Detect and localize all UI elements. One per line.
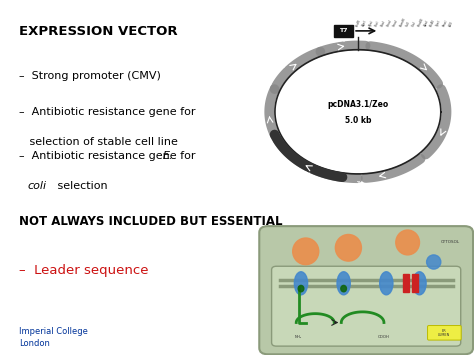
Text: Ampicillin: Ampicillin [278,53,296,71]
Ellipse shape [427,255,441,269]
Text: AgeI: AgeI [362,20,368,27]
Text: NOT ALWAYS INCLUDED BUT ESSENTIAL: NOT ALWAYS INCLUDED BUT ESSENTIAL [19,215,283,228]
Text: SalI: SalI [405,21,411,27]
Text: SV40
pA: SV40 pA [300,167,313,180]
Ellipse shape [341,285,346,292]
Ellipse shape [294,272,308,295]
Text: –  Antibiotic resistance gene for: – Antibiotic resistance gene for [19,106,195,116]
Text: EcoRI: EcoRI [356,18,363,27]
Text: pUC ori: pUC ori [356,180,360,196]
FancyBboxPatch shape [428,326,461,340]
Text: KpnI: KpnI [368,20,374,27]
Text: Imperial College
London: Imperial College London [19,327,88,348]
Text: COOH: COOH [378,335,390,339]
Text: Zeocin: Zeocin [392,173,406,182]
Ellipse shape [335,234,361,261]
Ellipse shape [337,272,350,295]
Text: T7: T7 [339,28,348,33]
Text: pcDNA3.1/Zeo: pcDNA3.1/Zeo [327,100,389,109]
Text: ClaI: ClaI [411,21,417,27]
Text: XmaI: XmaI [386,18,393,27]
Text: SmaI: SmaI [392,18,400,27]
FancyBboxPatch shape [272,266,461,346]
Text: BGH pA: BGH pA [332,37,349,44]
Ellipse shape [298,285,304,292]
Text: XbaI: XbaI [380,20,387,27]
Ellipse shape [413,272,426,295]
Text: ApaI: ApaI [423,20,430,27]
Text: –  Leader sequence: – Leader sequence [19,264,148,278]
Bar [412,274,418,292]
Text: –  Strong promoter (CMV): – Strong promoter (CMV) [19,71,161,81]
Ellipse shape [380,272,393,295]
FancyBboxPatch shape [259,226,473,354]
Text: BamHI: BamHI [399,17,407,27]
Text: –  Antibiotic resistance gene for: – Antibiotic resistance gene for [19,151,199,161]
Bar [403,274,409,292]
Text: coli: coli [27,181,46,191]
Text: EXPRESSION VECTOR: EXPRESSION VECTOR [19,25,178,38]
Text: SV40 ori: SV40 ori [450,115,457,134]
Text: selection: selection [54,181,108,191]
Ellipse shape [292,238,319,264]
Text: BstBI: BstBI [429,19,436,27]
Text: SpeI: SpeI [436,20,442,27]
Text: HindIII: HindIII [417,17,425,27]
Text: E.: E. [163,151,173,161]
Ellipse shape [396,230,419,255]
Text: XhoI: XhoI [374,20,380,27]
Text: P CMV: P CMV [267,75,277,89]
Text: AmpR: AmpR [259,105,263,118]
Text: AflII: AflII [448,21,454,27]
Text: ER
LUMEN: ER LUMEN [438,329,450,337]
Text: CYTOSOL: CYTOSOL [441,240,460,244]
Text: 5.0 kb: 5.0 kb [345,116,371,125]
Text: f1: f1 [418,53,423,59]
FancyBboxPatch shape [334,25,353,37]
Text: PmeI: PmeI [442,19,448,27]
Text: NH₂: NH₂ [295,335,302,339]
Text: selection of stable cell line: selection of stable cell line [19,137,178,147]
